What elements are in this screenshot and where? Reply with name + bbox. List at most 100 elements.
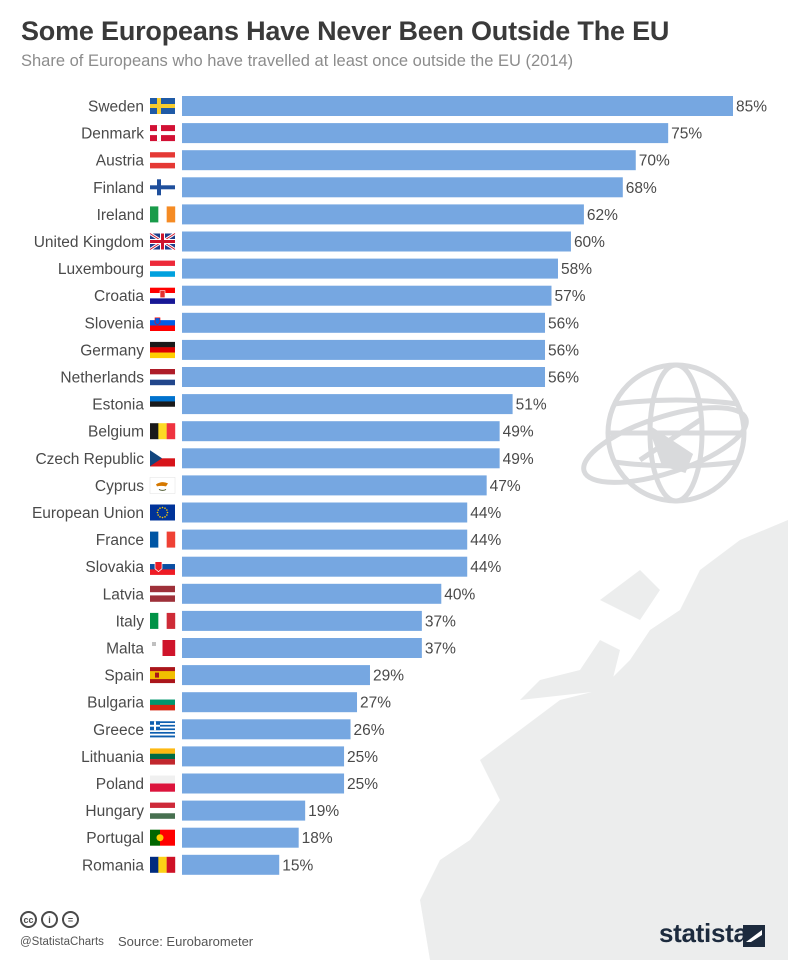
value-label: 75% <box>671 126 702 143</box>
category-label: European Union <box>32 505 144 522</box>
flag-eu-icon <box>150 504 175 521</box>
value-label: 15% <box>282 857 313 874</box>
category-label: Austria <box>96 153 145 170</box>
bar-at <box>182 150 636 171</box>
bar-si <box>182 312 546 333</box>
flag-bg-icon <box>150 694 175 711</box>
value-label: 85% <box>736 99 767 116</box>
category-label: Sweden <box>88 99 144 116</box>
category-label: Luxembourg <box>58 261 144 278</box>
category-label: Malta <box>106 641 144 658</box>
value-label: 56% <box>548 342 579 359</box>
flag-sk-icon <box>150 558 175 575</box>
value-label: 56% <box>548 315 579 332</box>
value-label: 44% <box>470 532 501 549</box>
flag-ro-icon <box>150 856 176 873</box>
flag-fr-icon <box>150 531 176 548</box>
category-label: Portugal <box>86 830 144 847</box>
value-label: 40% <box>444 586 475 603</box>
bar-nl <box>182 367 546 387</box>
category-label: Croatia <box>94 288 144 305</box>
category-label: Latvia <box>103 586 145 603</box>
brand-mark-icon <box>743 925 765 947</box>
category-label: Romania <box>82 857 144 874</box>
bar-fr <box>182 529 468 550</box>
category-label: Germany <box>80 342 144 359</box>
bar-cz <box>182 448 500 469</box>
flag-si-icon <box>150 314 175 331</box>
category-label: Denmark <box>81 126 144 143</box>
flag-cz-icon <box>150 450 175 467</box>
category-label: Czech Republic <box>35 451 144 468</box>
value-label: 44% <box>470 559 501 576</box>
category-label: France <box>96 532 144 549</box>
bar-it <box>182 610 422 631</box>
category-label: Ireland <box>97 207 144 224</box>
value-label: 68% <box>626 180 657 197</box>
bar-sk <box>182 556 468 577</box>
value-label: 60% <box>574 234 605 251</box>
flag-mt-icon <box>150 640 176 656</box>
value-label: 70% <box>639 153 670 170</box>
flag-lu-icon <box>150 260 175 277</box>
flag-lv-icon <box>150 585 175 602</box>
source-note: Source: Eurobarometer <box>118 934 254 949</box>
flag-be-icon <box>150 423 176 440</box>
flag-gb-icon <box>149 232 176 251</box>
bar-ro <box>182 854 280 875</box>
category-label: Netherlands <box>60 370 144 387</box>
category-label: Poland <box>96 776 144 793</box>
flag-ie-icon <box>150 206 176 223</box>
flag-es-icon <box>150 667 175 684</box>
flag-se-icon <box>150 98 175 114</box>
category-label: Finland <box>93 180 144 197</box>
no-derivatives-icon: = <box>62 911 79 928</box>
category-label: Bulgaria <box>87 695 144 712</box>
flag-nl-icon <box>150 369 175 386</box>
value-label: 37% <box>425 641 456 658</box>
bar-pt <box>182 827 299 848</box>
value-label: 25% <box>347 749 378 766</box>
value-label: 56% <box>548 370 579 387</box>
bar-lu <box>182 258 558 279</box>
category-label: Slovakia <box>85 559 144 576</box>
value-label: 44% <box>470 505 501 522</box>
attribution-icon: i <box>41 911 58 928</box>
bar-bg <box>182 692 358 713</box>
flag-pt-icon <box>150 829 175 846</box>
category-label: Lithuania <box>81 749 144 766</box>
flag-at-icon <box>150 152 175 169</box>
value-label: 27% <box>360 695 391 712</box>
category-label: Cyprus <box>95 478 144 495</box>
bar-be <box>182 421 500 442</box>
bar-ie <box>182 204 584 225</box>
social-handle: @StatistaCharts <box>20 936 104 948</box>
value-label: 26% <box>354 722 385 739</box>
bar-hr <box>182 285 552 306</box>
bar-de <box>182 339 546 360</box>
category-label: Italy <box>116 613 145 630</box>
europe-map-silhouette <box>420 520 788 960</box>
bar-gr <box>182 719 351 740</box>
globe-plane-icon <box>581 362 749 504</box>
value-label: 47% <box>490 478 521 495</box>
value-label: 19% <box>308 803 339 820</box>
flag-de-icon <box>150 341 175 359</box>
category-label: United Kingdom <box>34 234 144 251</box>
flag-hr-icon <box>150 287 175 304</box>
value-label: 29% <box>373 668 404 685</box>
brand-logo: statista <box>659 918 748 948</box>
bar-es <box>182 665 370 686</box>
category-label: Hungary <box>85 803 144 820</box>
category-label: Belgium <box>88 424 144 441</box>
chart-subtitle: Share of Europeans who have travelled at… <box>21 52 574 70</box>
bar-cy <box>182 475 487 496</box>
flag-cy-icon <box>149 477 176 494</box>
bar-gb <box>182 231 571 252</box>
bar-lt <box>182 746 345 767</box>
bar-lv <box>182 583 442 604</box>
flag-fi-icon <box>150 179 175 196</box>
cc-icon: cc <box>20 911 37 928</box>
value-label: 62% <box>587 207 618 224</box>
